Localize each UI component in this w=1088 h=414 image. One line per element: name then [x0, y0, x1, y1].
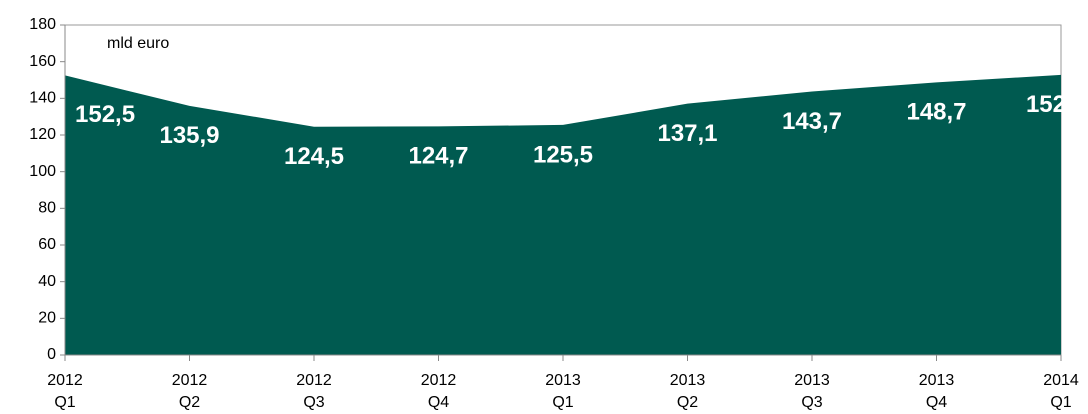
value-label: 124,7: [408, 143, 468, 170]
x-tick-label: 2012: [47, 372, 83, 389]
value-label: 152,8: [1026, 91, 1086, 118]
value-label: 125,5: [533, 141, 593, 168]
value-label: 135,9: [159, 122, 219, 149]
x-tick-label: 2012: [421, 372, 457, 389]
x-tick-label: 2013: [794, 372, 830, 389]
x-tick-label: Q2: [179, 394, 200, 411]
x-tick-label: 2013: [919, 372, 955, 389]
x-tick-label: 2013: [545, 372, 581, 389]
x-tick-label: Q2: [677, 394, 698, 411]
unit-annotation: mld euro: [107, 35, 169, 52]
x-tick-label: Q4: [926, 394, 947, 411]
y-tick-label: 0: [47, 346, 56, 363]
value-label: 124,5: [284, 143, 344, 170]
value-label: 148,7: [906, 99, 966, 126]
x-tick-label: 2012: [172, 372, 208, 389]
y-tick-label: 160: [29, 53, 56, 70]
y-tick-label: 40: [38, 273, 56, 290]
y-tick-label: 180: [29, 16, 56, 33]
area: [65, 74, 1061, 355]
y-tick-label: 120: [29, 126, 56, 143]
y-tick-label: 140: [29, 90, 56, 107]
x-tick-label: 2012: [296, 372, 332, 389]
value-label: 143,7: [782, 108, 842, 135]
y-tick-label: 20: [38, 310, 56, 327]
x-tick-label: Q1: [54, 394, 75, 411]
y-tick-label: 80: [38, 200, 56, 217]
x-tick-label: Q3: [303, 394, 324, 411]
value-label: 137,1: [657, 120, 717, 147]
value-label: 152,5: [75, 101, 135, 128]
x-tick-label: 2014: [1043, 372, 1079, 389]
x-tick-label: Q3: [801, 394, 822, 411]
x-tick-label: 2013: [670, 372, 706, 389]
x-tick-label: Q1: [1050, 394, 1071, 411]
y-tick-label: 60: [38, 236, 56, 253]
x-tick-label: Q4: [428, 394, 449, 411]
x-tick-label: Q1: [552, 394, 573, 411]
y-tick-label: 100: [29, 163, 56, 180]
